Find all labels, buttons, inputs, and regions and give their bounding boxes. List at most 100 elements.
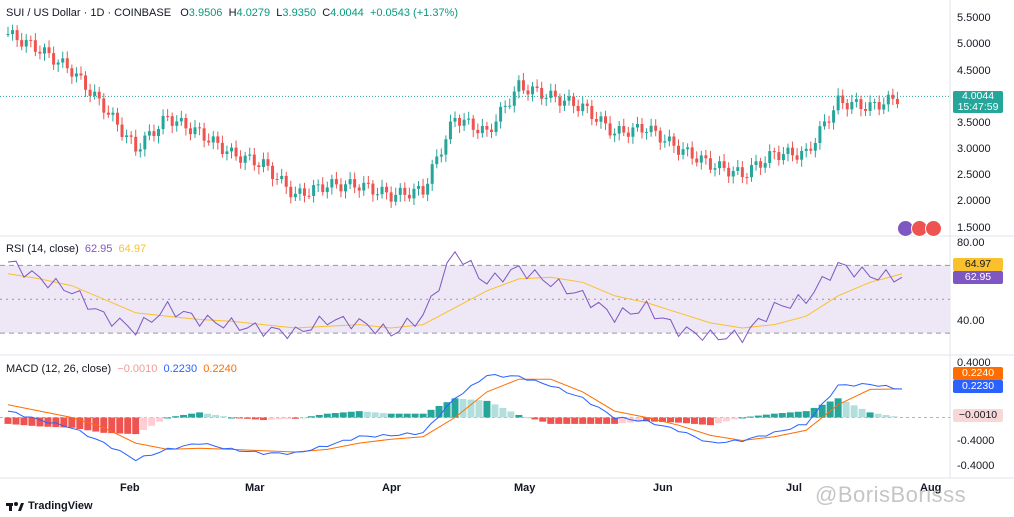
macd-histogram-bar (563, 417, 571, 424)
event-flags[interactable] (897, 220, 942, 237)
candle-body (193, 127, 197, 135)
candle-body (882, 104, 886, 110)
flag-icon[interactable] (925, 220, 942, 237)
candle-body (699, 155, 703, 163)
low-value: 3.9350 (282, 7, 317, 19)
high-label: H (228, 7, 237, 19)
candle-body (435, 156, 439, 165)
macd-histogram-bar (698, 417, 706, 425)
macd-histogram-bar (587, 417, 595, 424)
macd-histogram-bar (379, 413, 387, 418)
macd-histogram-bar (419, 413, 427, 418)
macd-histogram-bar (635, 417, 643, 422)
candle-body (24, 39, 28, 47)
macd-histogram-bar (387, 413, 395, 418)
macd-histogram-bar (411, 413, 419, 418)
macd-histogram-bar (267, 417, 275, 420)
macd-histogram-bar (459, 398, 467, 418)
candle-body (444, 139, 448, 155)
candle-body (407, 194, 411, 199)
candle-body (33, 40, 37, 52)
countdown-timer: 15:47:59 (957, 101, 999, 113)
macd-histogram-bar (443, 402, 451, 418)
candle-body (526, 90, 530, 95)
macd-histogram-bar (754, 415, 762, 418)
macd-histogram-bar (140, 417, 148, 430)
candle-body (576, 105, 580, 112)
candle-body (184, 117, 188, 129)
candle-body (266, 159, 270, 166)
candle-body (56, 62, 60, 65)
candle-body (654, 125, 658, 131)
candle-body (207, 140, 211, 143)
symbol-label[interactable]: SUI / US Dollar · 1D · COINBASE (6, 7, 172, 19)
macd-hist-value: −0.0010 (117, 363, 158, 375)
macd-histogram-bar (491, 404, 499, 418)
macd-title[interactable]: MACD (12, 26, close) −0.0010 0.2230 0.22… (6, 363, 237, 375)
candle-body (891, 94, 895, 99)
candle-body (836, 95, 840, 111)
macd-axis-label: 0.4000 (957, 357, 991, 369)
macd-histogram-bar (164, 417, 172, 419)
candle-body (494, 121, 498, 132)
price-axis-label: 3.5000 (957, 117, 991, 129)
candle-body (626, 132, 630, 137)
candle-body (106, 112, 110, 115)
close-label: C (322, 7, 331, 19)
macd-histogram-bar (28, 417, 36, 426)
tradingview-logo[interactable]: TradingView (6, 500, 93, 512)
candle-body (672, 136, 676, 146)
macd-histogram-bar (291, 417, 299, 419)
macd-histogram-bar (850, 405, 858, 418)
macd-histogram-bar (259, 417, 267, 421)
macd-histogram-bar (667, 417, 675, 423)
macd-histogram-bar (706, 417, 714, 426)
candle-body (489, 129, 493, 132)
candle-body (499, 106, 503, 122)
candle-body (448, 121, 452, 140)
candle-body (854, 99, 858, 102)
candle-body (471, 118, 475, 130)
candle-body (658, 130, 662, 143)
candle-body (15, 30, 19, 41)
candle-body (608, 123, 612, 136)
candle-body (667, 136, 671, 142)
macd-histogram-bar (603, 417, 611, 424)
macd-histogram-bar (675, 417, 682, 423)
candle-body (768, 151, 772, 164)
macd-histogram-bar (347, 411, 355, 418)
macd-signal-line (7, 378, 903, 453)
rsi-title[interactable]: RSI (14, close) 62.95 64.97 (6, 243, 146, 255)
candle-body (690, 147, 694, 159)
candle-body (134, 136, 138, 152)
candle-body (813, 142, 817, 151)
candle-body (804, 148, 808, 151)
macd-histogram-bar (555, 417, 563, 424)
candle-body (590, 105, 594, 120)
candle-body (718, 161, 722, 169)
high-value: 4.0279 (236, 7, 271, 19)
candle-body (540, 87, 544, 99)
candle-body (777, 152, 781, 161)
candle-body (649, 125, 653, 133)
candle-body (330, 179, 334, 188)
macd-histogram-bar (132, 417, 140, 435)
candle-body (289, 186, 293, 198)
candle-body (822, 121, 826, 127)
rsi-label: RSI (14, close) (6, 243, 79, 255)
month-label: Jul (786, 482, 802, 494)
candle-body (389, 192, 393, 202)
candle-body (339, 184, 343, 192)
candle-body (325, 187, 329, 193)
candle-body (681, 149, 685, 155)
macd-hist-tag: −0.0010 (953, 409, 1003, 422)
month-label: May (514, 482, 536, 494)
candle-body (42, 47, 46, 54)
candle-body (722, 161, 726, 168)
candle-body (70, 68, 74, 77)
macd-histogram-bar (826, 401, 834, 418)
macd-histogram-bar (475, 400, 483, 418)
candle-body (152, 131, 156, 137)
macd-histogram-bar (778, 413, 786, 418)
